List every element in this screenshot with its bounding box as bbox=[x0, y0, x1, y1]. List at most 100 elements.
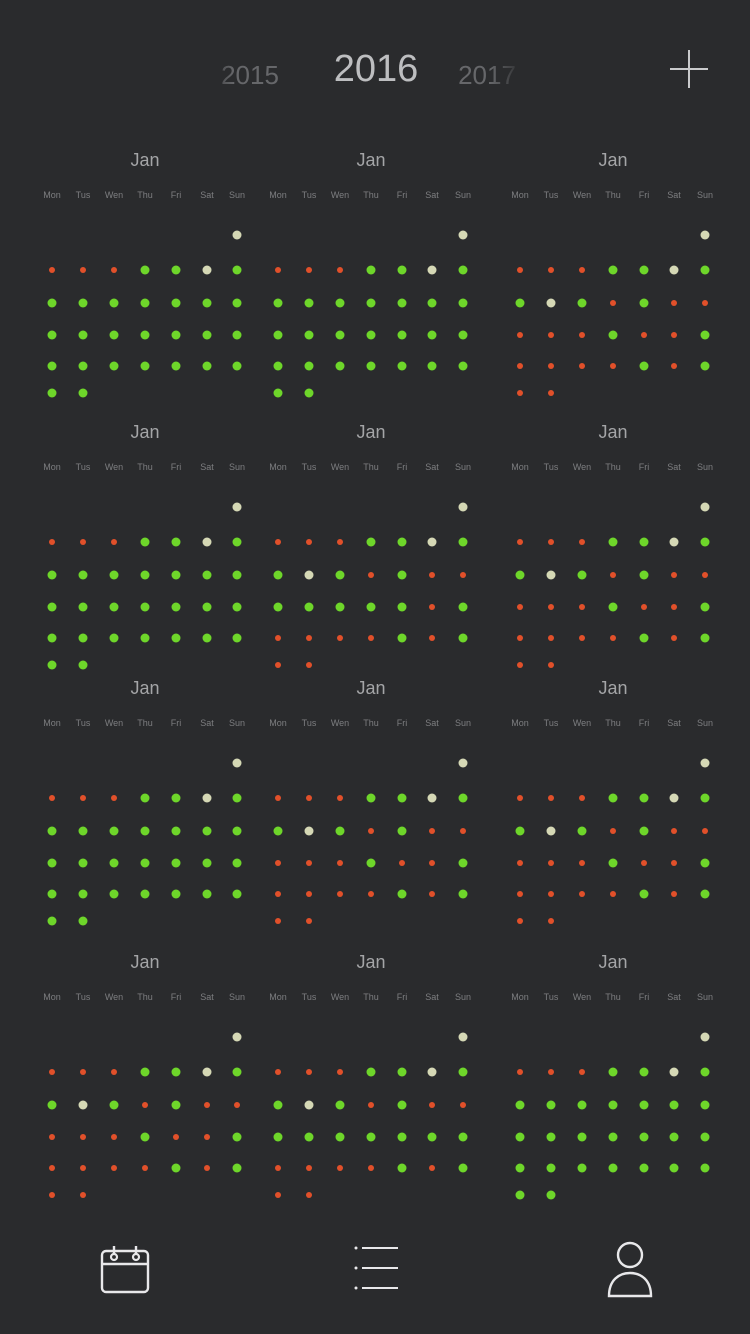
day-dot[interactable] bbox=[366, 1067, 376, 1077]
day-dot[interactable] bbox=[171, 361, 181, 371]
day-dot[interactable] bbox=[671, 635, 677, 641]
day-dot[interactable] bbox=[306, 635, 312, 641]
day-dot[interactable] bbox=[171, 330, 181, 340]
day-dot[interactable] bbox=[517, 1069, 523, 1075]
day-dot[interactable] bbox=[548, 918, 554, 924]
day-dot[interactable] bbox=[639, 826, 649, 836]
day-dot[interactable] bbox=[111, 539, 117, 545]
day-dot[interactable] bbox=[517, 332, 523, 338]
day-dot[interactable] bbox=[306, 795, 312, 801]
day-dot[interactable] bbox=[671, 860, 677, 866]
day-dot[interactable] bbox=[610, 891, 616, 897]
day-dot[interactable] bbox=[202, 633, 212, 643]
day-dot[interactable] bbox=[608, 537, 618, 547]
day-dot[interactable] bbox=[275, 1069, 281, 1075]
day-dot[interactable] bbox=[368, 828, 374, 834]
day-dot[interactable] bbox=[429, 891, 435, 897]
day-dot[interactable] bbox=[700, 1067, 710, 1077]
day-dot[interactable] bbox=[366, 602, 376, 612]
day-dot[interactable] bbox=[109, 361, 119, 371]
day-dot[interactable] bbox=[671, 891, 677, 897]
day-dot[interactable] bbox=[232, 330, 242, 340]
day-dot[interactable] bbox=[275, 1165, 281, 1171]
day-dot[interactable] bbox=[304, 388, 314, 398]
day-dot[interactable] bbox=[515, 1132, 525, 1142]
day-dot[interactable] bbox=[202, 298, 212, 308]
day-dot[interactable] bbox=[275, 860, 281, 866]
day-dot[interactable] bbox=[109, 858, 119, 868]
day-dot[interactable] bbox=[337, 539, 343, 545]
day-dot[interactable] bbox=[700, 1100, 710, 1110]
day-dot[interactable] bbox=[397, 826, 407, 836]
day-dot[interactable] bbox=[610, 828, 616, 834]
day-dot[interactable] bbox=[700, 602, 710, 612]
day-dot[interactable] bbox=[49, 539, 55, 545]
day-dot[interactable] bbox=[458, 858, 468, 868]
day-dot[interactable] bbox=[671, 363, 677, 369]
day-dot[interactable] bbox=[700, 858, 710, 868]
day-dot[interactable] bbox=[546, 826, 556, 836]
day-dot[interactable] bbox=[232, 298, 242, 308]
day-dot[interactable] bbox=[427, 1067, 437, 1077]
day-dot[interactable] bbox=[397, 633, 407, 643]
day-dot[interactable] bbox=[202, 265, 212, 275]
day-dot[interactable] bbox=[232, 537, 242, 547]
day-dot[interactable] bbox=[171, 826, 181, 836]
day-dot[interactable] bbox=[78, 858, 88, 868]
day-dot[interactable] bbox=[47, 826, 57, 836]
day-dot[interactable] bbox=[460, 572, 466, 578]
day-dot[interactable] bbox=[140, 330, 150, 340]
day-dot[interactable] bbox=[142, 1102, 148, 1108]
day-dot[interactable] bbox=[610, 363, 616, 369]
day-dot[interactable] bbox=[608, 265, 618, 275]
day-dot[interactable] bbox=[111, 1134, 117, 1140]
day-dot[interactable] bbox=[397, 330, 407, 340]
day-dot[interactable] bbox=[669, 793, 679, 803]
day-dot[interactable] bbox=[546, 1100, 556, 1110]
day-dot[interactable] bbox=[639, 1132, 649, 1142]
day-dot[interactable] bbox=[700, 758, 710, 768]
day-dot[interactable] bbox=[579, 332, 585, 338]
day-dot[interactable] bbox=[429, 635, 435, 641]
day-dot[interactable] bbox=[700, 1032, 710, 1042]
day-dot[interactable] bbox=[337, 891, 343, 897]
day-dot[interactable] bbox=[171, 537, 181, 547]
day-dot[interactable] bbox=[579, 635, 585, 641]
day-dot[interactable] bbox=[429, 828, 435, 834]
day-dot[interactable] bbox=[397, 1132, 407, 1142]
day-dot[interactable] bbox=[49, 1134, 55, 1140]
day-dot[interactable] bbox=[47, 858, 57, 868]
day-dot[interactable] bbox=[700, 502, 710, 512]
day-dot[interactable] bbox=[232, 1067, 242, 1077]
day-dot[interactable] bbox=[273, 602, 283, 612]
day-dot[interactable] bbox=[202, 570, 212, 580]
day-dot[interactable] bbox=[548, 1069, 554, 1075]
day-dot[interactable] bbox=[273, 361, 283, 371]
day-dot[interactable] bbox=[80, 1165, 86, 1171]
day-dot[interactable] bbox=[458, 265, 468, 275]
day-dot[interactable] bbox=[368, 635, 374, 641]
day-dot[interactable] bbox=[515, 1163, 525, 1173]
day-dot[interactable] bbox=[515, 1100, 525, 1110]
day-dot[interactable] bbox=[671, 572, 677, 578]
day-dot[interactable] bbox=[639, 1067, 649, 1077]
day-dot[interactable] bbox=[397, 298, 407, 308]
day-dot[interactable] bbox=[47, 298, 57, 308]
day-dot[interactable] bbox=[304, 570, 314, 580]
day-dot[interactable] bbox=[337, 795, 343, 801]
day-dot[interactable] bbox=[232, 265, 242, 275]
day-dot[interactable] bbox=[275, 662, 281, 668]
day-dot[interactable] bbox=[202, 602, 212, 612]
day-dot[interactable] bbox=[78, 330, 88, 340]
day-dot[interactable] bbox=[49, 1165, 55, 1171]
day-dot[interactable] bbox=[140, 826, 150, 836]
day-dot[interactable] bbox=[202, 330, 212, 340]
day-dot[interactable] bbox=[171, 265, 181, 275]
day-dot[interactable] bbox=[78, 633, 88, 643]
day-dot[interactable] bbox=[579, 860, 585, 866]
day-dot[interactable] bbox=[548, 363, 554, 369]
day-dot[interactable] bbox=[517, 267, 523, 273]
day-dot[interactable] bbox=[202, 826, 212, 836]
day-dot[interactable] bbox=[78, 826, 88, 836]
day-dot[interactable] bbox=[47, 1100, 57, 1110]
